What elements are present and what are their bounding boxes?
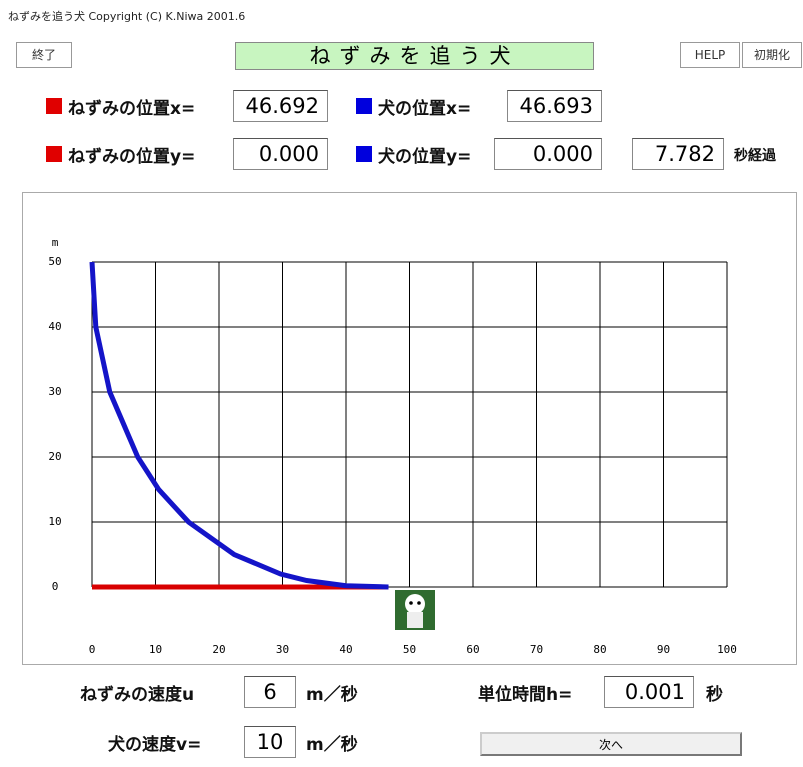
dog-y-value: 0.000 <box>494 138 602 170</box>
dog-icon <box>395 590 435 630</box>
mouse-swatch <box>46 146 62 162</box>
x-tick-label: 40 <box>339 643 352 656</box>
x-tick-label: 60 <box>466 643 479 656</box>
y-tick-label: 30 <box>48 385 61 398</box>
app-title: ねずみを追う犬 <box>235 42 594 70</box>
mouse-speed-input[interactable]: 6 <box>244 676 296 708</box>
dog-speed-input[interactable]: 10 <box>244 726 296 758</box>
y-tick-label: 20 <box>48 450 61 463</box>
quit-button[interactable]: 終了 <box>16 42 72 68</box>
x-tick-label: 100 <box>717 643 737 656</box>
dog-x-value: 46.693 <box>507 90 602 122</box>
x-tick-label: 20 <box>212 643 225 656</box>
dog-x-label: 犬の位置x= <box>378 94 471 119</box>
next-button[interactable]: 次へ <box>480 732 742 756</box>
mouse-x-label: ねずみの位置x= <box>68 94 195 119</box>
help-button[interactable]: HELP <box>680 42 740 68</box>
mouse-x-value: 46.692 <box>233 90 328 122</box>
x-tick-label: 80 <box>593 643 606 656</box>
time-value: 7.782 <box>632 138 724 170</box>
icon-eye <box>417 601 421 605</box>
mouse-y-value: 0.000 <box>233 138 328 170</box>
icon-body <box>407 612 423 628</box>
reset-button[interactable]: 初期化 <box>742 42 802 68</box>
icon-head <box>405 594 425 614</box>
x-tick-label: 50 <box>403 643 416 656</box>
y-tick-label: 40 <box>48 320 61 333</box>
y-tick-label: 10 <box>48 515 61 528</box>
dog-speed-unit: m／秒 <box>306 730 358 755</box>
y-unit: m <box>52 236 59 249</box>
time-unit: 秒経過 <box>734 145 776 165</box>
step-input[interactable]: 0.001 <box>604 676 694 708</box>
x-tick-label: 10 <box>149 643 162 656</box>
step-unit: 秒 <box>706 680 723 705</box>
app-window: ねずみを追う犬 Copyright (C) K.Niwa 2001.6 終了 ね… <box>0 0 803 767</box>
chart: m 0 10 20 30 40 50 0 10 20 30 40 50 60 70 80 90 100 <box>22 192 797 665</box>
mouse-y-label: ねずみの位置y= <box>68 142 195 167</box>
mouse-speed-unit: m／秒 <box>306 680 358 705</box>
x-tick-label: 70 <box>530 643 543 656</box>
x-tick-label: 30 <box>276 643 289 656</box>
dog-swatch <box>356 98 372 114</box>
x-tick-label: 0 <box>89 643 96 656</box>
y-tick-label: 50 <box>48 255 61 268</box>
step-label: 単位時間h= <box>478 680 572 705</box>
icon-eye <box>409 601 413 605</box>
dog-y-label: 犬の位置y= <box>378 142 471 167</box>
mouse-swatch <box>46 98 62 114</box>
mouse-speed-label: ねずみの速度u <box>80 680 194 705</box>
y-tick-label: 0 <box>52 580 59 593</box>
window-title: ねずみを追う犬 Copyright (C) K.Niwa 2001.6 <box>8 8 245 24</box>
x-tick-label: 90 <box>657 643 670 656</box>
dog-swatch <box>356 146 372 162</box>
dog-speed-label: 犬の速度v= <box>108 730 201 755</box>
